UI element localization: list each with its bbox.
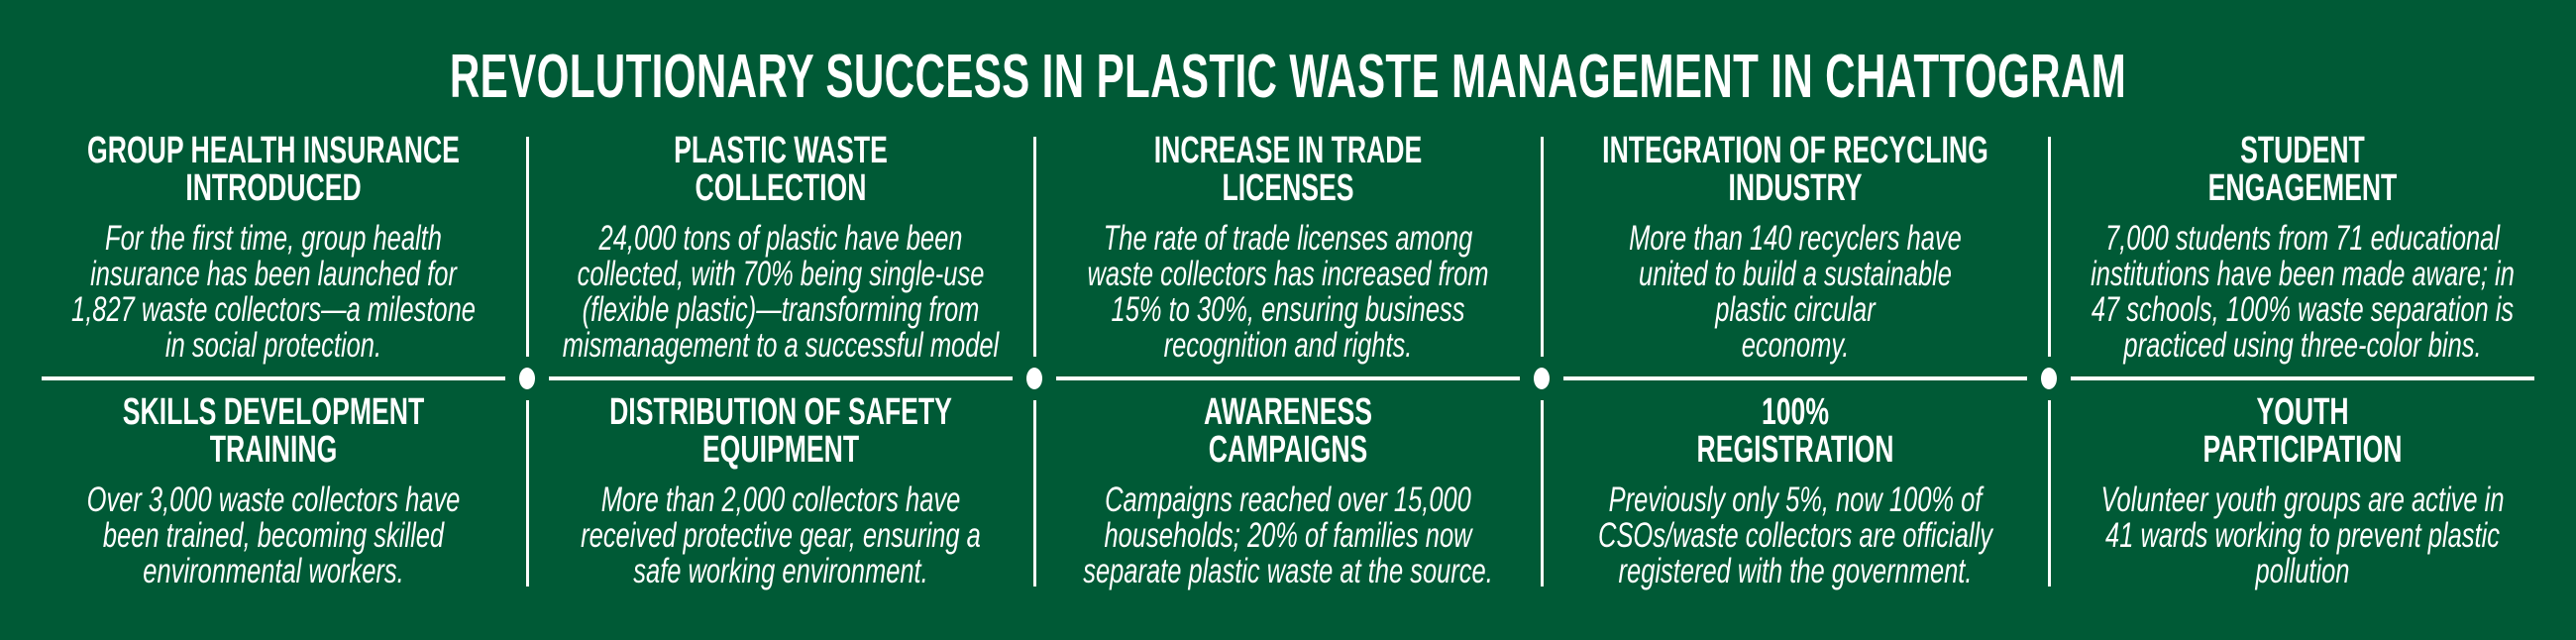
row-divider	[549, 376, 1013, 380]
item-registration: 100% REGISTRATION Previously only 5%, no…	[1546, 393, 2045, 589]
item-group-health-insurance: GROUP HEALTH INSURANCE INTRODUCED For th…	[24, 132, 523, 364]
item-text: Over 3,000 waste collectors have been tr…	[86, 480, 461, 590]
item-text: Volunteer youth groups are active in 41 …	[2100, 480, 2505, 590]
timeline-dot	[1534, 368, 1550, 389]
row-divider	[42, 376, 505, 380]
item-text: 7,000 students from 71 educational insti…	[2091, 219, 2515, 365]
item-text: More than 2,000 collectors have received…	[581, 480, 981, 590]
timeline-dot	[1026, 368, 1042, 389]
column-divider	[1541, 400, 1544, 587]
item-text: For the first time, group health insuran…	[71, 219, 476, 365]
column-divider	[1033, 400, 1036, 587]
item-trade-licenses: INCREASE IN TRADE LICENSES The rate of t…	[1038, 132, 1538, 364]
item-text: The rate of trade licenses among waste c…	[1087, 219, 1489, 365]
row-divider	[2071, 376, 2534, 380]
item-safety-equipment: DISTRIBUTION OF SAFETY EQUIPMENT More th…	[531, 393, 1030, 589]
item-heading: PLASTIC WASTE COLLECTION	[674, 130, 888, 209]
item-heading: DISTRIBUTION OF SAFETY EQUIPMENT	[609, 391, 952, 471]
timeline-dot	[519, 368, 535, 389]
item-recycling-industry: INTEGRATION OF RECYCLING INDUSTRY More t…	[1546, 132, 2045, 364]
row-divider	[1563, 376, 2027, 380]
column-divider	[1541, 137, 1544, 357]
item-text: More than 140 recyclers have united to b…	[1629, 219, 1962, 365]
item-text: Previously only 5%, now 100% of CSOs/was…	[1598, 480, 1992, 590]
row-divider	[1056, 376, 1520, 380]
column-divider	[2048, 137, 2051, 357]
column-divider	[526, 400, 529, 587]
item-heading: STUDENT ENGAGEMENT	[2207, 130, 2398, 209]
item-text: Campaigns reached over 15,000 households…	[1083, 480, 1493, 590]
item-heading: YOUTH PARTICIPATION	[2202, 391, 2403, 471]
item-awareness-campaigns: AWARENESS CAMPAIGNS Campaigns reached ov…	[1038, 393, 1538, 589]
column-divider	[1033, 137, 1036, 357]
item-heading: INCREASE IN TRADE LICENSES	[1153, 130, 1423, 209]
item-youth-participation: YOUTH PARTICIPATION Volunteer youth grou…	[2053, 393, 2552, 589]
item-heading: GROUP HEALTH INSURANCE INTRODUCED	[87, 130, 460, 209]
item-heading: SKILLS DEVELOPMENT TRAINING	[122, 391, 425, 471]
page-title: REVOLUTIONARY SUCCESS IN PLASTIC WASTE M…	[449, 43, 2127, 111]
column-divider	[526, 137, 529, 357]
item-skills-development: SKILLS DEVELOPMENT TRAINING Over 3,000 w…	[24, 393, 523, 589]
item-heading: INTEGRATION OF RECYCLING INDUSTRY	[1602, 130, 1988, 209]
column-divider	[2048, 400, 2051, 587]
item-student-engagement: STUDENT ENGAGEMENT 7,000 students from 7…	[2053, 132, 2552, 364]
timeline-dot	[2041, 368, 2057, 389]
item-heading: 100% REGISTRATION	[1696, 391, 1894, 471]
item-plastic-waste-collection: PLASTIC WASTE COLLECTION 24,000 tons of …	[531, 132, 1030, 364]
item-heading: AWARENESS CAMPAIGNS	[1204, 391, 1372, 471]
item-text: 24,000 tons of plastic have been collect…	[562, 219, 1000, 365]
